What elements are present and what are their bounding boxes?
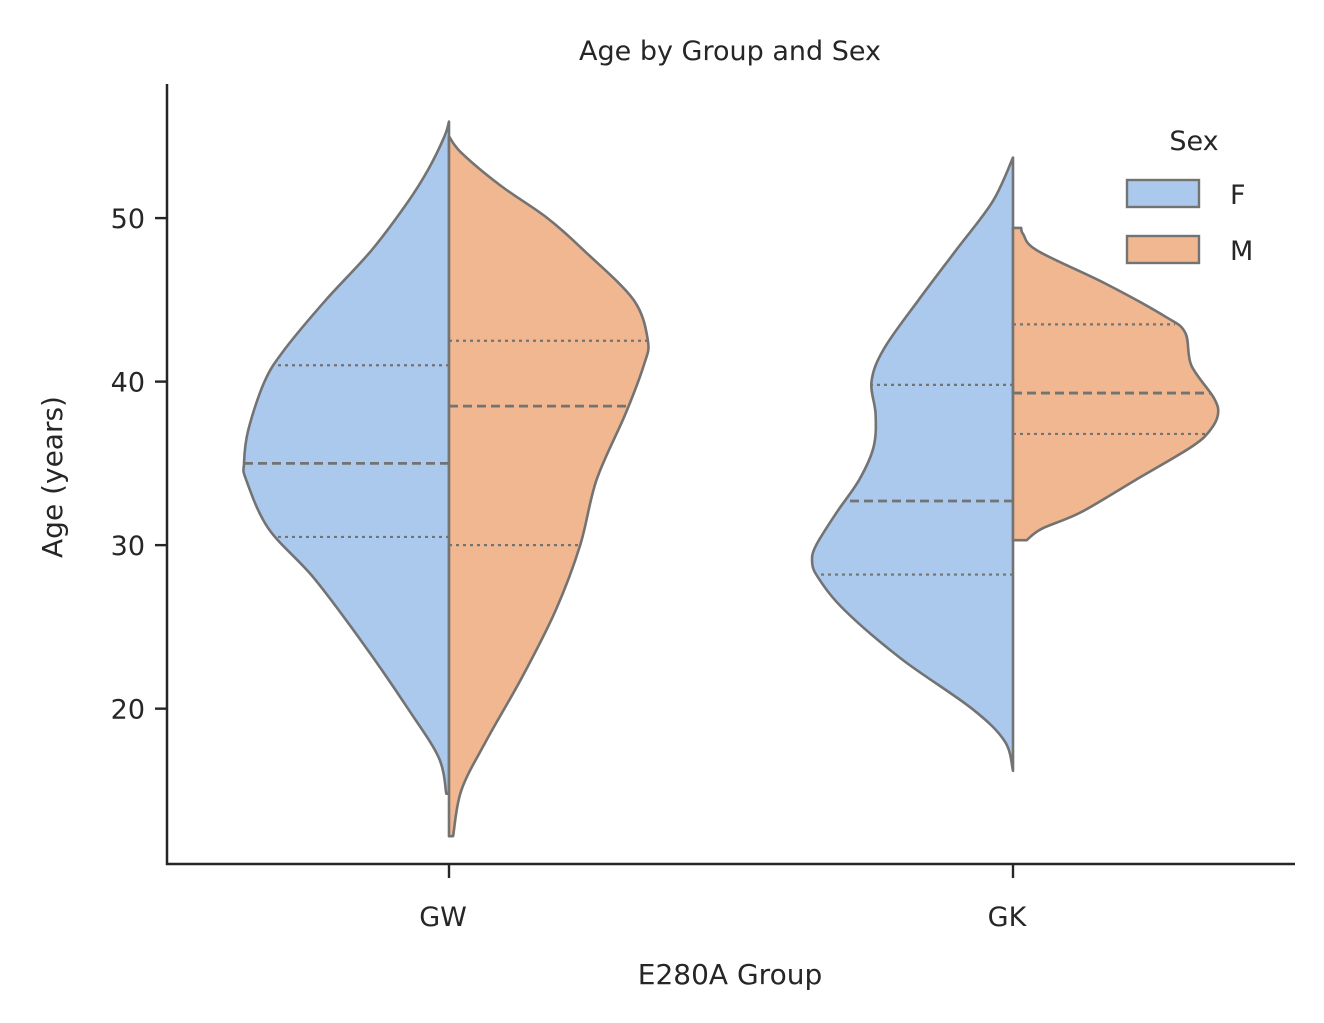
x-tick-label-gk: GK (988, 902, 1028, 933)
violin-half-gk-f (810, 156, 1015, 773)
y-tick-label-30: 30 (111, 531, 145, 562)
axes: 20 30 40 50 GW GK (111, 84, 1295, 933)
y-tick-label-50: 50 (111, 204, 145, 235)
violin-half-gk-m (1011, 226, 1220, 542)
violin-half-gw-m (447, 135, 650, 838)
legend-swatch-f (1125, 178, 1201, 209)
legend-label-f: F (1230, 180, 1246, 211)
y-tick-label-20: 20 (111, 695, 145, 726)
legend-swatch-m (1125, 234, 1201, 265)
x-tick-label-gw: GW (419, 902, 467, 933)
y-axis-label: Age (years) (36, 396, 69, 558)
chart-title: Age by Group and Sex (579, 36, 881, 67)
violin-half-gw-f (242, 120, 451, 795)
legend: Sex FM (1125, 126, 1253, 267)
legend-title: Sex (1169, 126, 1218, 157)
x-axis-label: E280A Group (638, 958, 822, 991)
violin-group-gw (242, 120, 650, 838)
legend-label-m: M (1230, 236, 1253, 267)
y-tick-label-40: 40 (111, 368, 145, 399)
violin-group-gk (810, 156, 1220, 773)
plot-area (242, 120, 1220, 838)
